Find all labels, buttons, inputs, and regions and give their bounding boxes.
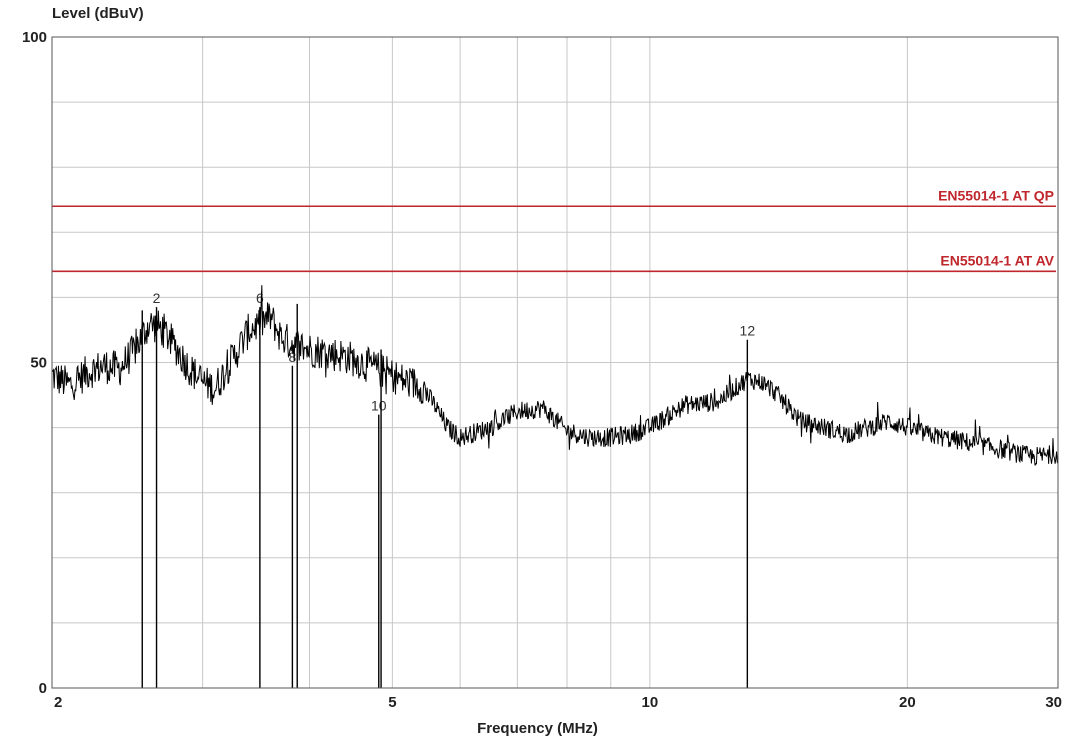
peak-marker-label: 6 xyxy=(256,290,264,306)
x-tick-label: 10 xyxy=(642,694,659,711)
y-tick-label: 50 xyxy=(30,355,47,372)
y-tick-label: 100 xyxy=(22,29,47,46)
x-tick-label: 20 xyxy=(899,694,916,711)
trace-layer xyxy=(51,285,1059,466)
y-axis-label: Level (dBuV) xyxy=(52,5,144,22)
spectrum-trace xyxy=(51,285,1059,466)
plot-frame xyxy=(51,36,1059,689)
peak-marker-label: 2 xyxy=(153,290,161,306)
x-axis-label: Frequency (MHz) xyxy=(477,720,598,737)
peak-marker-label: 8 xyxy=(288,349,296,365)
peak-marker-label: 10 xyxy=(371,398,387,414)
x-tick-labels: 2 5 10 20 30 xyxy=(54,694,1062,711)
x-tick-label: 30 xyxy=(1045,694,1062,711)
peak-markers: 2 6 8 10 12 xyxy=(141,290,756,688)
limit-line-label: EN55014-1 AT QP xyxy=(938,187,1054,203)
grid xyxy=(52,37,1058,688)
limit-line-label: EN55014-1 AT AV xyxy=(940,252,1054,268)
limit-lines: EN55014-1 AT QP EN55014-1 AT AV xyxy=(52,187,1056,273)
y-tick-label: 0 xyxy=(39,680,47,697)
y-tick-labels: 0 50 100 xyxy=(22,29,47,697)
x-tick-label: 2 xyxy=(54,694,62,711)
x-tick-label: 5 xyxy=(388,694,396,711)
peak-marker-label: 12 xyxy=(740,323,756,339)
